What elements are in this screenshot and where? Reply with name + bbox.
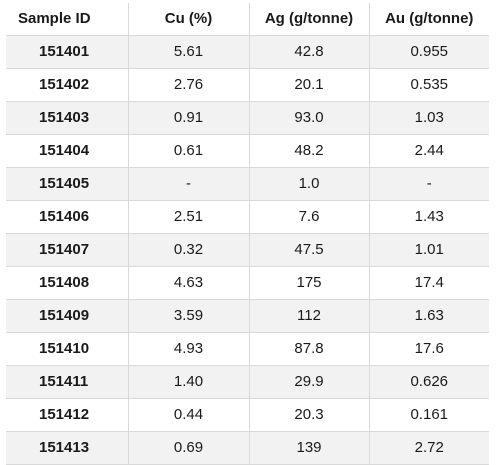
ag-cell: 48.2 <box>249 134 370 168</box>
table-row: 151404 0.61 48.2 2.44 <box>6 134 489 168</box>
sample-id-cell: 151401 <box>6 35 129 69</box>
cu-cell: 0.69 <box>128 431 250 465</box>
header-sample-id: Sample ID <box>6 3 129 36</box>
sample-id-cell: 151408 <box>6 266 129 300</box>
sample-id-cell: 151403 <box>6 101 129 135</box>
cu-cell: 4.63 <box>128 266 250 300</box>
assay-results-table: Sample ID Cu (%) Ag (g/tonne) Au (g/tonn… <box>6 3 489 465</box>
ag-cell: 47.5 <box>249 233 370 267</box>
cu-cell: 2.51 <box>128 200 250 234</box>
au-cell: 2.44 <box>369 134 489 168</box>
table-row: 151405-1.0- <box>6 167 489 201</box>
au-cell: 1.63 <box>369 299 489 333</box>
table-header: Sample ID Cu (%) Ag (g/tonne) Au (g/tonn… <box>6 3 489 36</box>
ag-cell: 20.1 <box>249 68 370 102</box>
au-cell: 1.01 <box>369 233 489 267</box>
header-row: Sample ID Cu (%) Ag (g/tonne) Au (g/tonn… <box>6 3 489 36</box>
header-au: Au (g/tonne) <box>369 3 489 36</box>
ag-cell: 93.0 <box>249 101 370 135</box>
cu-cell: 2.76 <box>128 68 250 102</box>
header-cu: Cu (%) <box>128 3 250 36</box>
cu-cell: 0.32 <box>128 233 250 267</box>
table-row: 151406 2.51 7.6 1.43 <box>6 200 489 234</box>
cu-cell: - <box>128 167 250 201</box>
au-cell: 0.535 <box>369 68 489 102</box>
ag-cell: 87.8 <box>249 332 370 366</box>
table-row: 151407 0.32 47.5 1.01 <box>6 233 489 267</box>
table-row: 151409 3.59 112 1.63 <box>6 299 489 333</box>
au-cell: 0.161 <box>369 398 489 432</box>
ag-cell: 7.6 <box>249 200 370 234</box>
ag-cell: 29.9 <box>249 365 370 399</box>
sample-id-cell: 151412 <box>6 398 129 432</box>
sample-id-cell: 151409 <box>6 299 129 333</box>
au-cell: - <box>369 167 489 201</box>
table-row: 151413 0.69 139 2.72 <box>6 431 489 465</box>
cu-cell: 0.44 <box>128 398 250 432</box>
ag-cell: 42.8 <box>249 35 370 69</box>
cu-cell: 0.61 <box>128 134 250 168</box>
au-cell: 0.626 <box>369 365 489 399</box>
sample-id-cell: 151407 <box>6 233 129 267</box>
sample-id-cell: 151402 <box>6 68 129 102</box>
au-cell: 2.72 <box>369 431 489 465</box>
ag-cell: 1.0 <box>249 167 370 201</box>
au-cell: 17.4 <box>369 266 489 300</box>
table-row: 151402 2.76 20.1 0.535 <box>6 68 489 102</box>
sample-id-cell: 151406 <box>6 200 129 234</box>
table-row: 151401 5.61 42.8 0.955 <box>6 35 489 69</box>
au-cell: 0.955 <box>369 35 489 69</box>
assay-results-table-container: Sample ID Cu (%) Ag (g/tonne) Au (g/tonn… <box>6 3 489 465</box>
sample-id-cell: 151410 <box>6 332 129 366</box>
sample-id-cell: 151405 <box>6 167 129 201</box>
cu-cell: 3.59 <box>128 299 250 333</box>
cu-cell: 1.40 <box>128 365 250 399</box>
header-ag: Ag (g/tonne) <box>249 3 370 36</box>
table-row: 151408 4.63 175 17.4 <box>6 266 489 300</box>
table-row: 151411 1.40 29.9 0.626 <box>6 365 489 399</box>
table-row: 151403 0.91 93.0 1.03 <box>6 101 489 135</box>
sample-id-cell: 151404 <box>6 134 129 168</box>
cu-cell: 5.61 <box>128 35 250 69</box>
ag-cell: 139 <box>249 431 370 465</box>
au-cell: 1.03 <box>369 101 489 135</box>
sample-id-cell: 151413 <box>6 431 129 465</box>
sample-id-cell: 151411 <box>6 365 129 399</box>
table-row: 151410 4.93 87.8 17.6 <box>6 332 489 366</box>
ag-cell: 175 <box>249 266 370 300</box>
table-body: 151401 5.61 42.8 0.955 151402 2.76 20.1 0.535 15… <box>6 35 489 465</box>
au-cell: 1.43 <box>369 200 489 234</box>
ag-cell: 112 <box>249 299 370 333</box>
cu-cell: 0.91 <box>128 101 250 135</box>
table-row: 151412 0.44 20.3 0.161 <box>6 398 489 432</box>
au-cell: 17.6 <box>369 332 489 366</box>
cu-cell: 4.93 <box>128 332 250 366</box>
ag-cell: 20.3 <box>249 398 370 432</box>
